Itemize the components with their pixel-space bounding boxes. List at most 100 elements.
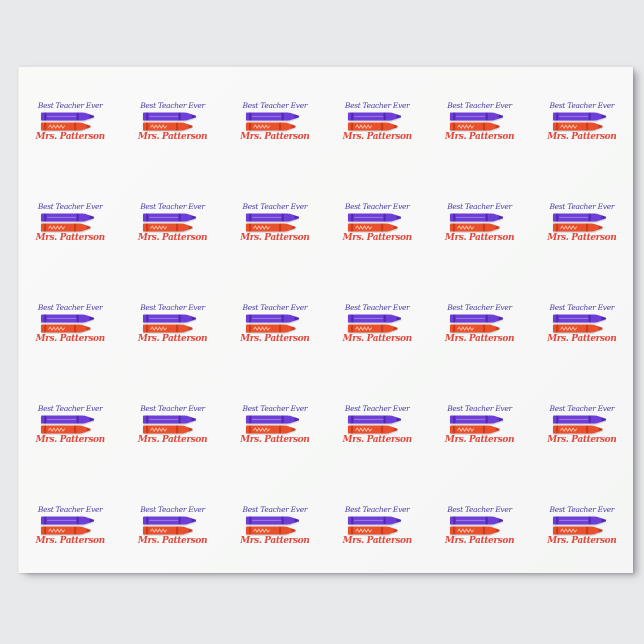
best-teacher-ever-text: Best Teacher Ever [140,505,205,515]
teacher-name-text: Mrs. Patterson [35,435,106,446]
orange-crayon-icon [450,122,500,131]
best-teacher-ever-text: Best Teacher Ever [242,404,308,414]
best-teacher-ever-text: Best Teacher Ever [344,201,410,211]
orange-crayon-icon [245,223,296,232]
best-teacher-ever-text: Best Teacher Ever [344,505,410,515]
teacher-name-text: Mrs. Patterson [444,435,515,446]
crayon-motif: Best Teacher Ever Mrs. Patterson [138,101,208,143]
best-teacher-ever-text: Best Teacher Ever [37,302,103,312]
teacher-name-text: Mrs. Patterson [137,333,208,344]
orange-crayon-icon [41,425,91,434]
purple-crayon-icon [450,516,504,525]
best-teacher-ever-text: Best Teacher Ever [140,201,205,211]
purple-crayon-icon [143,314,197,323]
purple-crayon-icon [348,516,402,525]
crayon-motif: Best Teacher Ever Mrs. Patterson [240,404,310,446]
orange-crayon-icon [143,425,193,434]
orange-crayon-icon [245,425,296,434]
purple-crayon-icon [348,112,402,121]
teacher-name-text: Mrs. Patterson [444,333,515,344]
teacher-name-text: Mrs. Patterson [35,333,106,344]
teacher-name-text: Mrs. Patterson [547,333,617,344]
best-teacher-ever-text: Best Teacher Ever [344,302,410,312]
crayon-motif: Best Teacher Ever Mrs. Patterson [36,202,106,244]
orange-crayon-icon [41,324,91,333]
crayon-motif: Best Teacher Ever Mrs. Patterson [36,404,106,446]
teacher-name-text: Mrs. Patterson [444,131,515,142]
best-teacher-ever-text: Best Teacher Ever [140,100,205,110]
orange-crayon-icon [143,324,193,333]
crayon-motif: Best Teacher Ever Mrs. Patterson [547,202,617,244]
teacher-name-text: Mrs. Patterson [137,435,208,446]
teacher-name-text: Mrs. Patterson [342,333,413,344]
crayon-motif: Best Teacher Ever Mrs. Patterson [36,101,106,143]
purple-crayon-icon [552,516,606,525]
orange-crayon-icon [143,223,193,232]
purple-crayon-icon [143,415,197,424]
purple-crayon-icon [450,314,504,323]
teacher-name-text: Mrs. Patterson [547,131,617,142]
purple-crayon-icon [41,213,95,222]
crayon-motif: Best Teacher Ever Mrs. Patterson [547,303,617,345]
crayon-motif: Best Teacher Ever Mrs. Patterson [240,303,310,345]
orange-crayon-icon [552,526,603,535]
best-teacher-ever-text: Best Teacher Ever [549,100,615,110]
crayon-motif: Best Teacher Ever Mrs. Patterson [445,404,515,446]
purple-crayon-icon [552,415,606,424]
orange-crayon-icon [552,324,603,333]
purple-crayon-icon [245,516,299,525]
crayon-motif: Best Teacher Ever Mrs. Patterson [343,505,413,547]
orange-crayon-icon [552,425,603,434]
orange-crayon-icon [348,425,398,434]
teacher-name-text: Mrs. Patterson [342,435,413,446]
best-teacher-ever-text: Best Teacher Ever [344,404,410,414]
best-teacher-ever-text: Best Teacher Ever [140,302,205,312]
purple-crayon-icon [41,415,95,424]
purple-crayon-icon [41,516,95,525]
purple-crayon-icon [143,516,197,525]
teacher-name-text: Mrs. Patterson [137,232,208,243]
best-teacher-ever-text: Best Teacher Ever [140,404,205,414]
orange-crayon-icon [245,122,296,131]
best-teacher-ever-text: Best Teacher Ever [549,302,615,312]
best-teacher-ever-text: Best Teacher Ever [242,201,308,211]
purple-crayon-icon [245,112,299,121]
orange-crayon-icon [552,223,603,232]
crayon-motif: Best Teacher Ever Mrs. Patterson [547,404,617,446]
best-teacher-ever-text: Best Teacher Ever [242,100,308,110]
orange-crayon-icon [450,526,500,535]
best-teacher-ever-text: Best Teacher Ever [549,404,615,414]
crayon-motif: Best Teacher Ever Mrs. Patterson [240,505,310,547]
purple-crayon-icon [450,112,504,121]
crayon-motif: Best Teacher Ever Mrs. Patterson [547,505,617,547]
teacher-name-text: Mrs. Patterson [240,333,310,344]
orange-crayon-icon [348,223,398,232]
orange-crayon-icon [143,122,193,131]
orange-crayon-icon [41,526,91,535]
crayon-motif: Best Teacher Ever Mrs. Patterson [138,404,208,446]
orange-crayon-icon [41,223,91,232]
purple-crayon-icon [552,112,606,121]
purple-crayon-icon [245,415,299,424]
wrapping-paper-sheet: Best Teacher Ever Mrs. Patterson Best Te… [18,66,633,573]
purple-crayon-icon [41,112,95,121]
orange-crayon-icon [41,122,91,131]
orange-crayon-icon [143,526,193,535]
crayon-motif: Best Teacher Ever Mrs. Patterson [240,202,310,244]
orange-crayon-icon [552,122,603,131]
purple-crayon-icon [348,314,402,323]
best-teacher-ever-text: Best Teacher Ever [242,505,308,515]
best-teacher-ever-text: Best Teacher Ever [242,302,308,312]
orange-crayon-icon [348,324,398,333]
crayon-motif: Best Teacher Ever Mrs. Patterson [343,303,413,345]
orange-crayon-icon [348,122,398,131]
best-teacher-ever-text: Best Teacher Ever [447,302,512,312]
crayon-motif: Best Teacher Ever Mrs. Patterson [343,202,413,244]
orange-crayon-icon [450,324,500,333]
crayon-motif: Best Teacher Ever Mrs. Patterson [138,202,208,244]
purple-crayon-icon [245,213,299,222]
teacher-name-text: Mrs. Patterson [342,131,413,142]
orange-crayon-icon [245,526,296,535]
crayon-motif: Best Teacher Ever Mrs. Patterson [445,505,515,547]
